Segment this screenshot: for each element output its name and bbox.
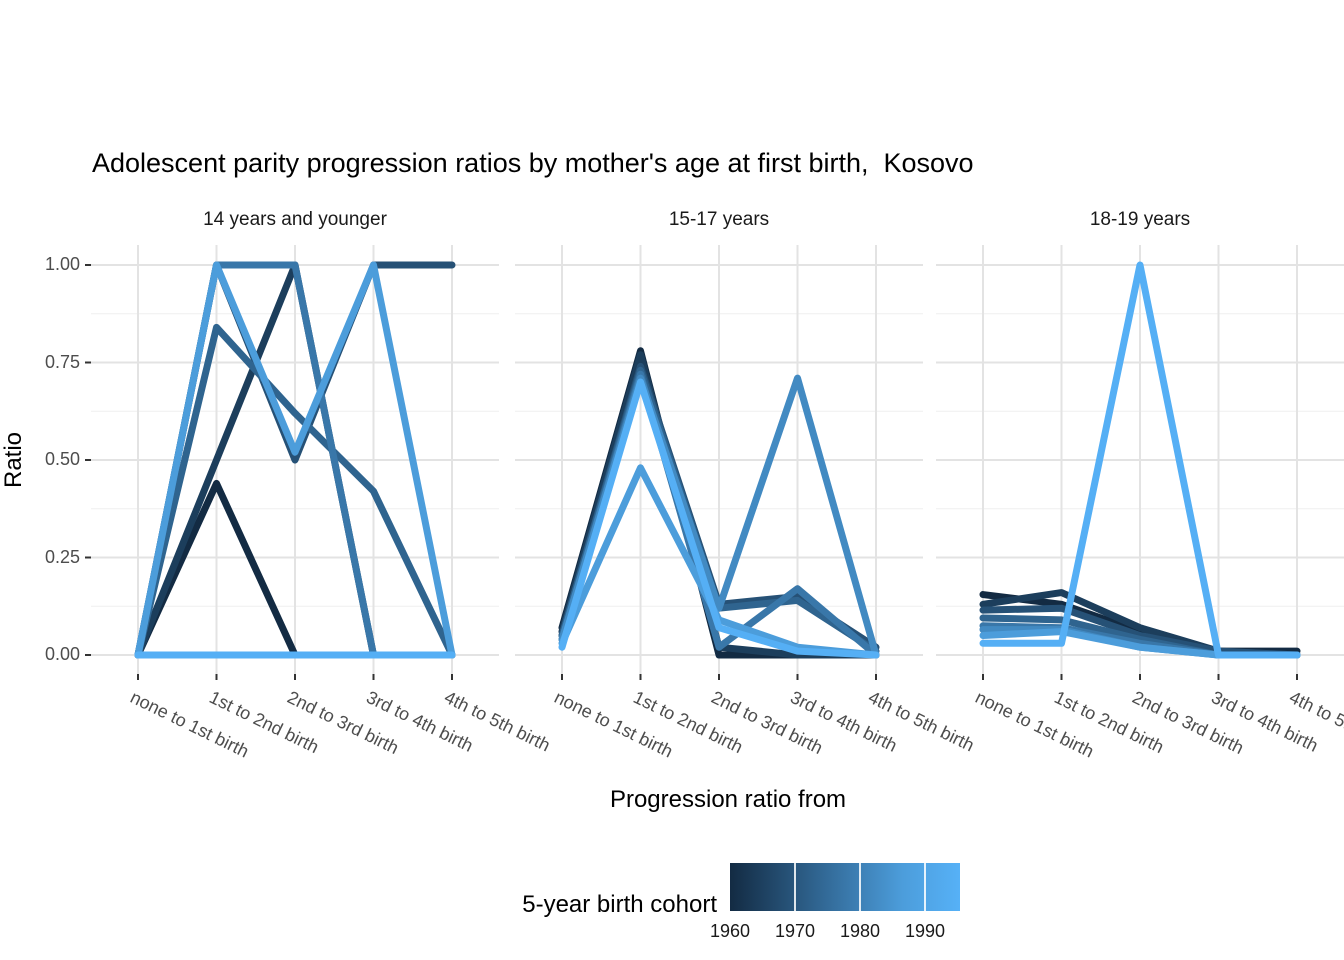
y-tick-label: 0.75 <box>44 351 80 372</box>
cohort-line-1975 <box>134 323 456 659</box>
legend-colorbar-tick <box>859 863 861 911</box>
facet-strip-label: 14 years and younger <box>203 209 387 230</box>
cohort-line-1995 <box>979 261 1301 659</box>
legend-tick-label: 1990 <box>904 921 946 941</box>
cohort-line-1990 <box>134 261 456 659</box>
legend-tick-label: 1960 <box>709 921 751 941</box>
x-axis-title: Progression ratio from <box>609 786 847 813</box>
y-tick-label: 1.00 <box>44 254 80 274</box>
legend-colorbar <box>730 863 960 911</box>
legend-tick-label: 1980 <box>839 921 881 941</box>
legend-title: 5-year birth cohort <box>522 891 717 918</box>
legend-colorbar-tick <box>794 863 796 911</box>
facet-strip-label: 15-17 years <box>668 209 770 230</box>
legend-tick-label: 1970 <box>774 921 816 941</box>
facet-strip-label: 18-19 years <box>1089 209 1191 230</box>
y-tick-label: 0.00 <box>44 644 80 664</box>
chart-title: Adolescent parity progression ratios by … <box>92 148 974 178</box>
y-tick-label: 0.50 <box>44 449 80 469</box>
y-tick-label: 0.25 <box>44 546 80 567</box>
cohort-line-1995 <box>558 378 880 659</box>
legend-colorbar-tick <box>924 863 926 911</box>
